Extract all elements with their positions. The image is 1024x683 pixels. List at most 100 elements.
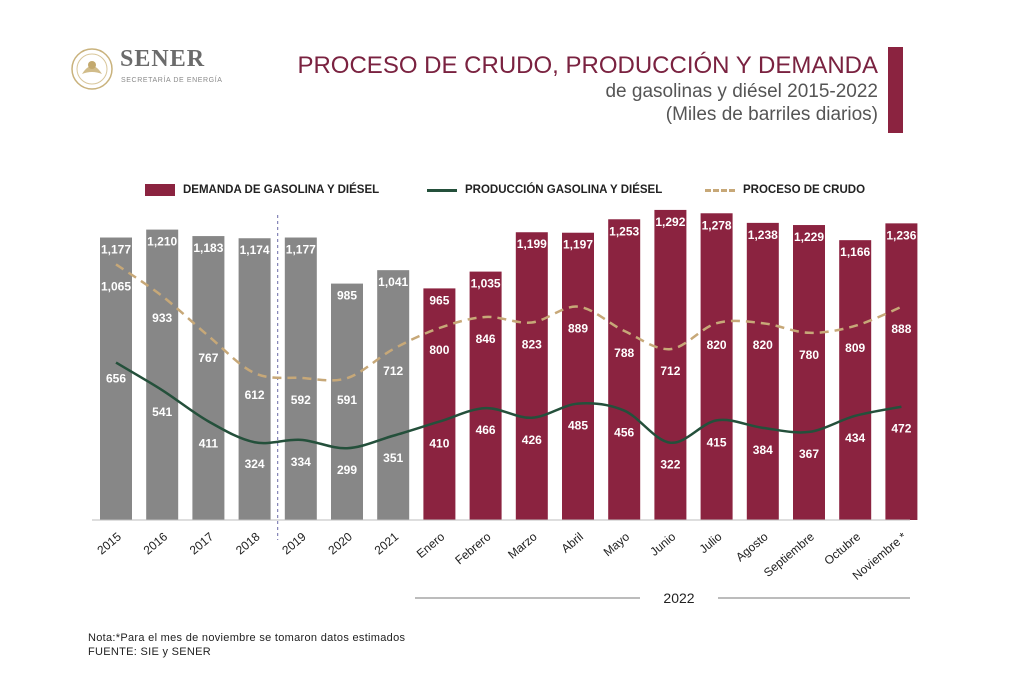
chart-title: PROCESO DE CRUDO, PRODUCCIÓN Y DEMANDA (297, 52, 878, 79)
year-group-label: 2022 (663, 590, 694, 606)
crude-value-label: 612 (245, 388, 265, 402)
legend-label-crude: PROCESO DE CRUDO (743, 184, 866, 196)
chart-unit: (Miles de barriles diarios) (665, 104, 878, 125)
crude-value-label: 846 (476, 332, 496, 346)
legend-line-swatch (427, 188, 457, 192)
production-value-label: 415 (707, 435, 727, 449)
bar (700, 213, 733, 520)
legend: DEMANDA DE GASOLINA Y DIÉSEL PRODUCCIÓN … (145, 184, 905, 204)
bar (746, 222, 779, 520)
crude-value-label: 889 (568, 322, 588, 336)
bar-value-label: 1,166 (840, 245, 870, 259)
crude-value-label: 888 (891, 322, 911, 336)
note-text: Nota:*Para el mes de noviembre se tomaro… (88, 632, 406, 644)
bar-value-label: 965 (429, 293, 449, 307)
category-label: 2017 (187, 529, 217, 557)
category-label: 2015 (94, 529, 124, 557)
production-value-label: 434 (845, 431, 865, 445)
bar-value-label: 1,229 (794, 230, 824, 244)
legend-item-production: PRODUCCIÓN GASOLINA Y DIÉSEL (427, 184, 662, 196)
production-value-label: 410 (429, 437, 449, 451)
crude-value-label: 1,065 (101, 279, 131, 293)
legend-label-demand: DEMANDA DE GASOLINA Y DIÉSEL (183, 184, 380, 196)
bar (192, 236, 225, 520)
bar-value-label: 1,174 (240, 243, 270, 257)
production-value-label: 656 (106, 372, 126, 386)
production-value-label: 485 (568, 419, 588, 433)
logo-subtitle: SECRETARÍA DE ENERGÍA (121, 77, 223, 84)
crude-value-label: 780 (799, 348, 819, 362)
crude-value-label: 592 (291, 393, 311, 407)
bar (331, 283, 363, 520)
production-value-label: 466 (476, 423, 496, 437)
bar-value-label: 1,236 (886, 228, 916, 242)
bar-value-label: 1,278 (702, 218, 732, 232)
bar-value-label: 985 (337, 289, 357, 303)
category-label: Junio (647, 529, 678, 558)
category-label: 2018 (233, 529, 263, 557)
crude-value-label: 591 (337, 393, 357, 407)
category-label: Marzo (505, 529, 540, 561)
bar-value-label: 1,041 (378, 275, 408, 289)
bar (515, 232, 548, 521)
bar (423, 288, 456, 520)
footnote: Nota:*Para el mes de noviembre se tomaro… (88, 631, 405, 659)
category-label: Julio (697, 529, 725, 556)
category-label: 2020 (325, 529, 355, 557)
bar (562, 232, 594, 520)
coat-of-arms-icon (71, 48, 113, 90)
production-line (115, 361, 902, 450)
bar-value-label: 1,238 (748, 228, 778, 242)
production-value-label: 472 (891, 422, 911, 436)
category-label: Febrero (452, 529, 493, 567)
category-label: 2016 (141, 529, 171, 557)
production-value-label: 334 (291, 455, 311, 469)
bar-value-label: 1,210 (147, 235, 177, 249)
bar (100, 237, 132, 520)
category-label: Mayo (601, 529, 633, 559)
category-label: 2019 (279, 529, 309, 557)
bar (654, 209, 687, 521)
crude-value-label: 712 (383, 364, 403, 378)
crude-value-label: 933 (152, 311, 172, 325)
category-label: 2021 (372, 529, 402, 557)
production-value-label: 351 (383, 451, 403, 465)
bar-value-label: 1,177 (101, 243, 131, 257)
production-value-label: 299 (337, 463, 357, 477)
crude-value-label: 767 (198, 351, 218, 365)
bar (469, 271, 502, 520)
legend-item-demand: DEMANDA DE GASOLINA Y DIÉSEL (145, 184, 379, 196)
production-value-label: 324 (245, 457, 265, 471)
bar-value-label: 1,197 (563, 238, 593, 252)
category-label: Septiembre (761, 529, 817, 579)
crude-value-label: 820 (753, 338, 773, 352)
title-accent-bar (888, 47, 903, 133)
legend-label-production: PRODUCCIÓN GASOLINA Y DIÉSEL (465, 184, 663, 196)
bar-value-label: 1,183 (193, 241, 223, 255)
production-value-label: 541 (152, 405, 172, 419)
bar (146, 229, 179, 520)
bar (793, 225, 825, 521)
chart-subtitle: de gasolinas y diésel 2015-2022 (605, 81, 878, 102)
category-label: Abril (559, 530, 586, 556)
bar (839, 240, 872, 520)
bar-value-label: 1,035 (471, 277, 501, 291)
bar (608, 219, 641, 520)
category-label: Agosto (733, 529, 771, 564)
legend-bar-swatch (145, 184, 175, 196)
bar-value-label: 1,253 (609, 224, 639, 238)
source-text: FUENTE: SIE y SENER (88, 646, 212, 658)
crude-value-label: 800 (429, 343, 449, 357)
sener-logo: SENER SECRETARÍA DE ENERGÍA (68, 44, 228, 94)
production-value-label: 426 (522, 433, 542, 447)
title-block: PROCESO DE CRUDO, PRODUCCIÓN Y DEMANDA d… (297, 52, 878, 126)
crude-value-label: 823 (522, 337, 542, 351)
bar (377, 270, 410, 520)
crude-process-line (115, 263, 902, 382)
bar (238, 238, 271, 521)
production-value-label: 456 (614, 426, 634, 440)
category-label: Octubre (821, 529, 863, 567)
production-value-label: 322 (660, 458, 680, 472)
crude-value-label: 788 (614, 346, 634, 360)
crude-value-label: 820 (707, 338, 727, 352)
